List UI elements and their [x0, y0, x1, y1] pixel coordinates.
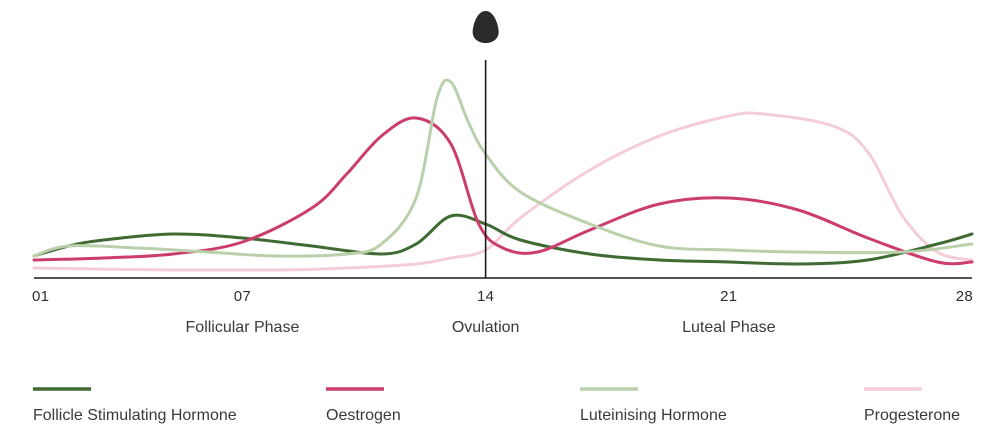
legend-label: Follicle Stimulating Hormone	[33, 407, 237, 424]
phase-labels: Follicular Phase Ovulation Luteal Phase	[186, 319, 776, 336]
legend-item: Oestrogen	[326, 387, 401, 424]
phase-label: Follicular Phase	[186, 319, 300, 336]
series-line-oestrogen	[32, 116, 974, 266]
series-line-luteinising-hormone	[32, 78, 974, 258]
legend-label: Luteinising Hormone	[580, 407, 727, 424]
series-line-progesterone	[32, 111, 974, 272]
series-line-follicle-stimulating-hormone	[32, 213, 974, 266]
legend-label: Progesterone	[864, 407, 960, 424]
legend: Follicle Stimulating Hormone Oestrogen Lut…	[33, 387, 960, 424]
legend-item: Progesterone	[864, 387, 960, 424]
legend-item: Follicle Stimulating Hormone	[33, 387, 237, 424]
x-tick-label: 28	[956, 288, 973, 305]
x-tick-label: 01	[32, 288, 49, 305]
series-layer	[32, 78, 974, 272]
phase-label: Luteal Phase	[682, 319, 776, 336]
phase-label: Ovulation	[452, 319, 520, 336]
x-tick-label: 14	[477, 288, 494, 305]
x-tick-label: 21	[720, 288, 737, 305]
legend-label: Oestrogen	[326, 407, 401, 424]
legend-item: Luteinising Hormone	[580, 387, 727, 424]
x-tick-labels: 01 07 14 21 28	[32, 288, 973, 305]
drop-icon	[472, 11, 499, 43]
x-tick-label: 07	[234, 288, 251, 305]
